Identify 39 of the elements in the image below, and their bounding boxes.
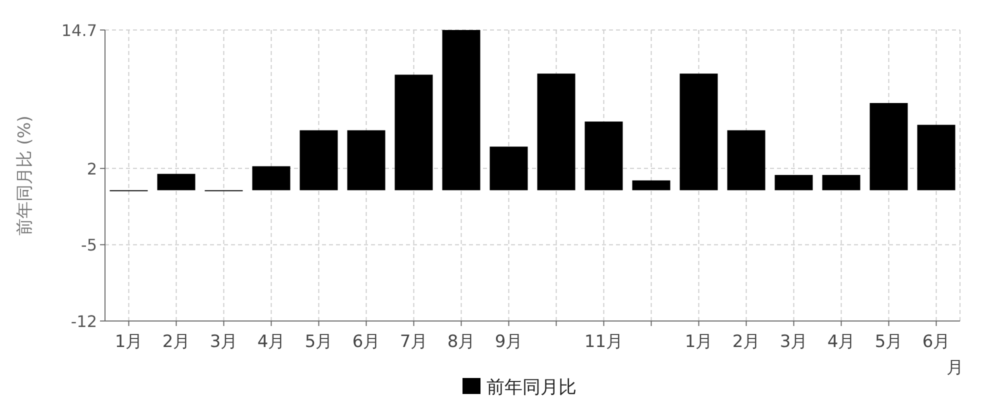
- x-tick-label: 6月: [352, 332, 380, 352]
- bar: [822, 174, 860, 190]
- x-tick-label: 1月: [684, 332, 713, 352]
- x-tick-label: 4月: [827, 332, 856, 352]
- bar: [584, 122, 623, 190]
- x-tick-label: 7月: [400, 332, 428, 352]
- bar: [727, 130, 766, 190]
- x-axis-title: 月: [946, 358, 964, 378]
- bar: [537, 74, 576, 190]
- x-tick-label: 1月: [114, 332, 143, 352]
- bar: [300, 130, 338, 190]
- x-tick-label: 11月: [584, 332, 624, 352]
- bar: [442, 30, 480, 190]
- y-tick-label: -5: [81, 236, 97, 255]
- bar: [870, 103, 908, 190]
- bar: [347, 130, 386, 190]
- x-tick-label: 6月: [922, 332, 950, 352]
- x-tick-label: 5月: [304, 332, 333, 352]
- bar: [394, 74, 433, 190]
- legend-label: 前年同月比: [486, 377, 576, 398]
- x-tick-label: 9月: [494, 332, 523, 352]
- x-tick-label: 2月: [732, 332, 760, 352]
- x-tick-label: 3月: [780, 332, 808, 352]
- bar: [680, 74, 718, 190]
- x-tick-label: 4月: [257, 332, 286, 352]
- x-tick-label: 8月: [447, 332, 476, 352]
- bar: [917, 124, 956, 190]
- bar: [157, 174, 196, 190]
- y-tick-label: 2: [86, 159, 97, 178]
- y-tick-label: 14.7: [61, 21, 97, 40]
- bar: [774, 174, 813, 190]
- bar: [632, 180, 670, 190]
- x-tick-label: 3月: [210, 332, 238, 352]
- bar: [490, 146, 528, 190]
- x-tick-label: 5月: [874, 332, 903, 352]
- y-axis-title: 前年同月比 (%): [15, 116, 35, 236]
- y-tick-label: -12: [70, 312, 97, 331]
- x-tick-label: 2月: [162, 332, 190, 352]
- bar: [252, 166, 290, 190]
